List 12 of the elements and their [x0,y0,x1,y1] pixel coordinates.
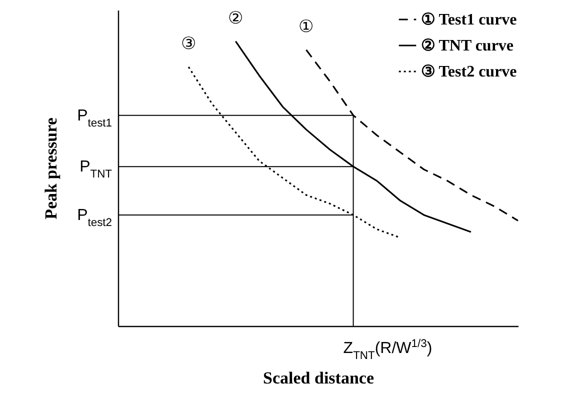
annotation: ③ [181,34,196,53]
ref-line-label: P$_{test1}$ [77,107,112,130]
legend-label: ② TNT curve [421,38,514,54]
legend-label: ① Test1 curve [421,12,517,28]
ref-line-label: P$_{test2}$ [77,206,112,229]
ref-line-label: P$_{TNT}$ [80,158,112,181]
text: Z$_{TNT}$(R/W$^{1/3}$) [343,338,432,362]
y-axis-title: Peak pressure [42,117,60,220]
text: ① [298,16,314,36]
x-axis-title: Scaled distance [263,368,374,388]
legend-label: ③ Test2 curve [421,64,517,80]
text: ② [228,8,244,28]
